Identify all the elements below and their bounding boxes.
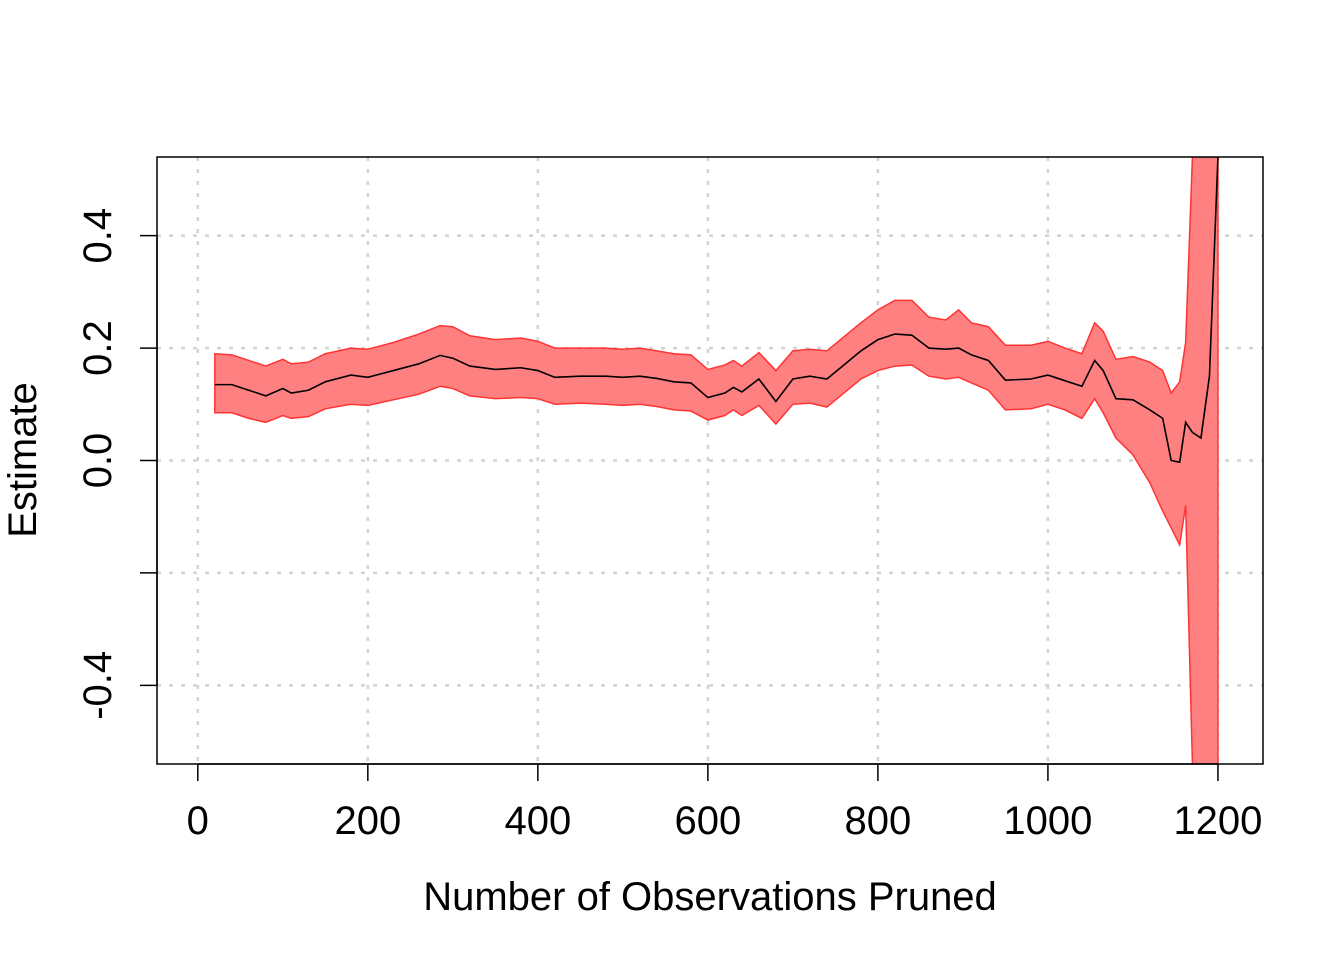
y-axis-label: Estimate: [1, 382, 45, 538]
confidence-band-area: [214, 157, 1219, 764]
x-tick-label: 0: [187, 799, 209, 843]
confidence-band: [214, 157, 1219, 764]
estimate-line: [214, 157, 1219, 464]
y-tick-label: -0.4: [76, 651, 120, 720]
y-tick-label: 0.4: [76, 208, 120, 264]
x-tick-label: 1200: [1173, 799, 1262, 843]
x-tick-label: 400: [504, 799, 571, 843]
x-tick-label: 1000: [1003, 799, 1092, 843]
x-axis: 0 200 400 600 800 1000 1200: [187, 763, 1262, 843]
x-tick-label: 600: [674, 799, 741, 843]
x-tick-label: 200: [334, 799, 401, 843]
grid-lines: [157, 157, 1263, 764]
x-axis-label: Number of Observations Pruned: [423, 875, 997, 919]
y-axis: -0.4 0.0 0.2 0.4: [76, 208, 158, 720]
x-tick-label: 800: [845, 799, 912, 843]
estimate-series-line: [214, 157, 1219, 464]
y-tick-label: 0.2: [76, 320, 120, 376]
y-tick-label: 0.0: [76, 433, 120, 489]
